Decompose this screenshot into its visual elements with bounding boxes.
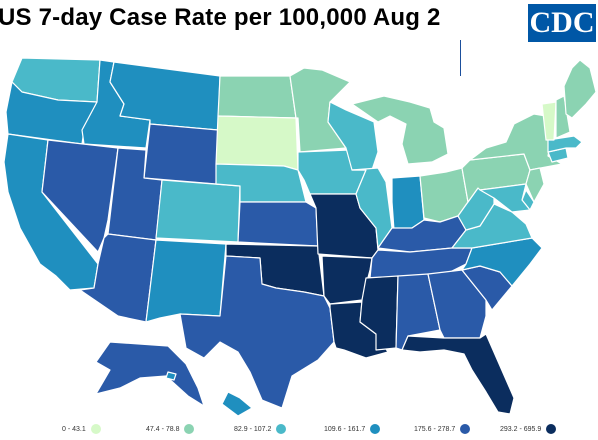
- legend-label: 175.6 - 278.7: [414, 425, 456, 433]
- legend-label: 47.4 - 78.8: [146, 425, 180, 433]
- state-IN[interactable]: [391, 175, 425, 231]
- legend-label: 293.2 - 695.9: [500, 425, 542, 433]
- state-AK[interactable]: [95, 341, 205, 407]
- state-TX[interactable]: [179, 255, 335, 409]
- divider-line: [460, 40, 461, 76]
- state-MD[interactable]: [479, 183, 531, 213]
- state-ME[interactable]: [563, 59, 597, 119]
- cdc-logo: CDC: [528, 4, 596, 42]
- legend-item: 47.4 - 78.8: [146, 424, 195, 434]
- legend-swatch: [546, 424, 557, 434]
- legend-label: 109.6 - 161.7: [324, 425, 366, 433]
- legend-swatch: [276, 424, 287, 434]
- legend-label: 0 - 43.1: [62, 425, 86, 433]
- legend-swatch: [370, 424, 381, 434]
- legend-swatch: [184, 424, 195, 434]
- legend-item: 175.6 - 278.7: [414, 424, 471, 434]
- map-title: US 7-day Case Rate per 100,000 Aug 2: [0, 4, 441, 31]
- state-IL[interactable]: [351, 167, 393, 249]
- state-VT[interactable]: [541, 101, 557, 141]
- state-SD[interactable]: [215, 115, 299, 171]
- legend: 0 - 43.1 47.4 - 78.8 82.9 - 107.2 109.6 - 1…: [0, 424, 598, 440]
- cdc-logo-text: CDC: [529, 6, 595, 39]
- state-MI[interactable]: [351, 95, 449, 165]
- state-CO[interactable]: [155, 179, 241, 243]
- state-KS[interactable]: [237, 201, 319, 247]
- state-FL[interactable]: [401, 333, 515, 415]
- legend-label: 82.9 - 107.2: [234, 425, 272, 433]
- state-WY[interactable]: [143, 123, 219, 185]
- state-ND[interactable]: [217, 75, 297, 119]
- legend-item: 109.6 - 161.7: [324, 424, 381, 434]
- legend-item: 293.2 - 695.9: [500, 424, 557, 434]
- state-NH[interactable]: [555, 95, 571, 139]
- state-MA[interactable]: [547, 135, 583, 153]
- state-NM[interactable]: [145, 239, 227, 323]
- legend-swatch: [460, 424, 471, 434]
- legend-swatch: [90, 424, 101, 434]
- state-HI[interactable]: [221, 391, 253, 417]
- legend-item: 82.9 - 107.2: [234, 424, 287, 434]
- state-HI-small[interactable]: [165, 371, 177, 381]
- us-choropleth-map: [3, 57, 597, 417]
- legend-item: 0 - 43.1: [62, 424, 101, 434]
- state-NJ[interactable]: [525, 167, 545, 203]
